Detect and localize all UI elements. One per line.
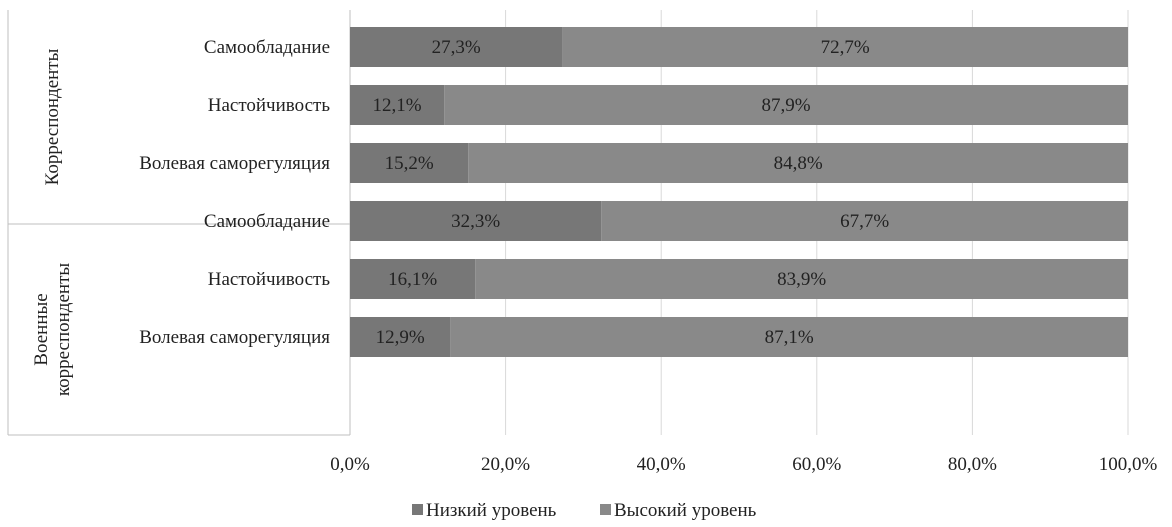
data-label: 32,3% (451, 211, 500, 232)
bar-segment (350, 201, 602, 241)
x-tick-label: 60,0% (792, 454, 841, 475)
data-label: 83,9% (777, 269, 826, 290)
category-label: Самообладание (204, 211, 330, 232)
bar-segment (450, 317, 1128, 357)
data-label: 72,7% (821, 37, 870, 58)
legend-label: Низкий уровень (426, 500, 557, 521)
bar-segment (475, 259, 1128, 299)
data-label: 15,2% (385, 153, 434, 174)
legend-label: Высокий уровень (614, 500, 757, 521)
data-label: 87,9% (762, 95, 811, 116)
data-label: 87,1% (765, 327, 814, 348)
category-label: Настойчивость (208, 269, 331, 290)
x-tick-label: 20,0% (481, 454, 530, 475)
bar-segment (350, 143, 469, 183)
category-label: Волевая саморегуляция (139, 153, 330, 174)
bar-segment (350, 85, 445, 125)
x-tick-label: 100,0% (1099, 454, 1158, 475)
group-label: Военныекорреспонденты (31, 263, 74, 397)
bar-segment (444, 85, 1128, 125)
bar-segment (350, 27, 563, 67)
category-label: Настойчивость (208, 95, 331, 116)
x-tick-label: 80,0% (948, 454, 997, 475)
data-label: 16,1% (388, 269, 437, 290)
bar-segment (350, 317, 451, 357)
x-tick-label: 40,0% (637, 454, 686, 475)
x-tick-label: 0,0% (330, 454, 370, 475)
bar-segment (601, 201, 1128, 241)
data-label: 12,1% (373, 95, 422, 116)
legend-swatch (600, 504, 611, 515)
data-label: 27,3% (432, 37, 481, 58)
data-label: 84,8% (774, 153, 823, 174)
category-label: Самообладание (204, 37, 330, 58)
data-label: 67,7% (840, 211, 889, 232)
bar-segment (350, 259, 476, 299)
bar-segment (468, 143, 1129, 183)
group-label: Корреспонденты (42, 48, 63, 185)
legend-swatch (412, 504, 423, 515)
bar-segment (562, 27, 1128, 67)
category-label: Волевая саморегуляция (139, 327, 330, 348)
data-label: 12,9% (376, 327, 425, 348)
